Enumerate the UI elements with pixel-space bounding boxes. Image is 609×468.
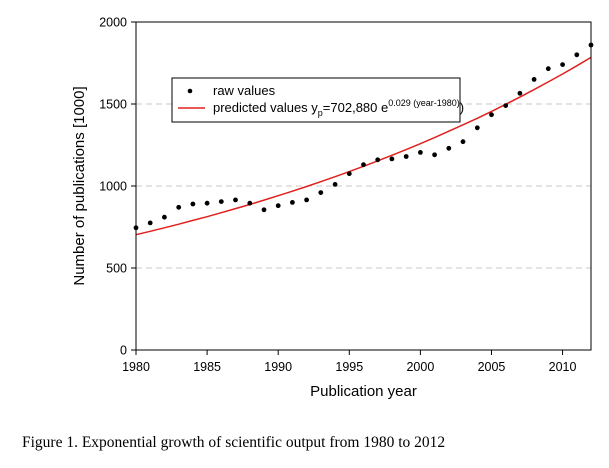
figure-caption: Figure 1. Exponential growth of scientif… xyxy=(22,434,446,451)
raw-point xyxy=(517,90,523,96)
raw-point xyxy=(489,112,494,118)
raw-point xyxy=(560,62,565,67)
legend-box xyxy=(171,77,461,123)
y-tick-label: 2000 xyxy=(99,16,127,30)
raw-point xyxy=(531,77,537,82)
raw-point xyxy=(418,150,423,155)
legend-pred-subscript: p xyxy=(318,108,323,118)
x-tick-label: 2005 xyxy=(478,360,506,374)
y-axis: 0 500 1000 1500 2000 xyxy=(99,16,136,358)
raw-series xyxy=(133,42,594,231)
y-tick-label: 500 xyxy=(106,262,127,276)
raw-point xyxy=(403,154,409,159)
raw-point xyxy=(162,214,167,220)
raw-point xyxy=(332,182,338,187)
raw-point xyxy=(460,139,466,145)
raw-point xyxy=(432,152,437,158)
legend-pred-prefix: predicted values y xyxy=(213,100,318,115)
raw-point xyxy=(389,156,395,162)
chart: 1980 1985 1990 1995 2000 2005 2010 0 500 1000 150… xyxy=(71,16,594,400)
gridlines xyxy=(136,103,591,269)
raw-point xyxy=(474,125,480,131)
raw-point xyxy=(204,200,210,206)
legend-raw-marker xyxy=(187,88,193,94)
raw-point xyxy=(346,171,352,177)
x-tick-label: 1990 xyxy=(264,360,292,374)
legend: raw values predicted values yp=702,880 e… xyxy=(171,77,464,123)
plot-frame xyxy=(135,21,592,351)
raw-point xyxy=(233,197,238,203)
x-axis-title: Publication year xyxy=(310,383,417,400)
y-tick-label: 0 xyxy=(120,344,127,358)
raw-point xyxy=(176,204,182,210)
raw-point xyxy=(318,190,324,196)
y-tick-label: 1000 xyxy=(99,180,127,194)
legend-pred-exponent: 0.029 (year-1980) xyxy=(388,98,460,108)
y-axis-title: Number of publications [1000] xyxy=(71,86,88,285)
x-tick-label: 1985 xyxy=(193,360,221,374)
raw-point xyxy=(446,145,452,151)
raw-point xyxy=(190,201,196,207)
raw-point xyxy=(361,162,366,168)
raw-point xyxy=(261,207,267,213)
raw-point xyxy=(247,200,253,206)
raw-point xyxy=(545,66,551,72)
x-tick-label: 2000 xyxy=(406,360,434,374)
raw-point xyxy=(503,103,509,108)
legend-pred-suffix: ) xyxy=(460,100,464,115)
raw-point xyxy=(304,197,309,203)
raw-point xyxy=(218,199,224,205)
raw-point xyxy=(574,52,580,58)
y-tick-label: 1500 xyxy=(99,98,127,112)
raw-point xyxy=(290,200,295,205)
x-tick-label: 2010 xyxy=(549,360,577,374)
raw-point xyxy=(375,157,381,163)
x-tick-label: 1980 xyxy=(122,360,150,374)
x-tick-label: 1995 xyxy=(335,360,363,374)
legend-predicted-label: predicted values yp=702,880 e0.029 (year… xyxy=(213,98,464,118)
raw-point xyxy=(147,220,153,226)
raw-point xyxy=(275,203,281,209)
legend-raw-label: raw values xyxy=(213,83,276,98)
legend-pred-equation: =702,880 e xyxy=(323,100,388,115)
x-axis: 1980 1985 1990 1995 2000 2005 2010 xyxy=(122,350,577,374)
